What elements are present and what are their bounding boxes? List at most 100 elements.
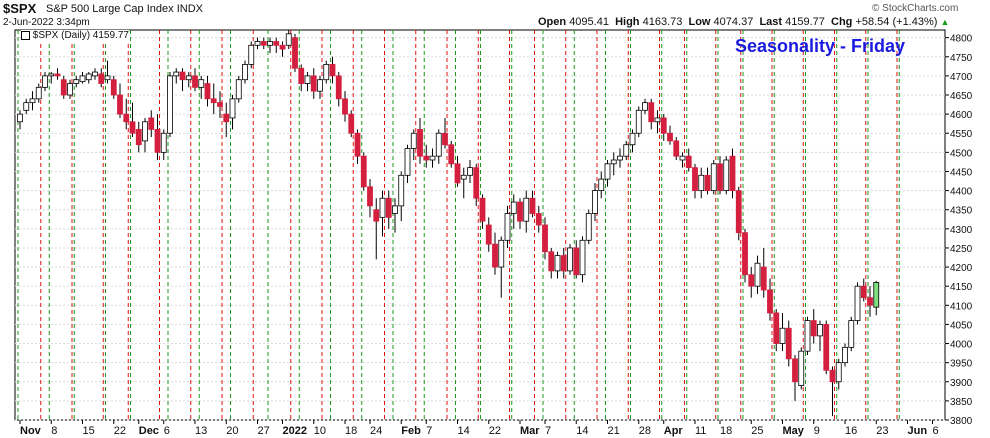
candle-body [610, 159, 617, 165]
candle-body [554, 255, 561, 272]
x-tick-label: 28 [639, 425, 651, 437]
x-tick-label: 22 [489, 425, 501, 437]
x-tick-label: 10 [314, 425, 326, 437]
y-tick-label: 3950 [950, 359, 973, 370]
x-tick-label: 16 [845, 425, 857, 437]
candle-body [860, 285, 867, 299]
candle-body [542, 224, 548, 253]
candle-body [654, 117, 661, 123]
x-tick-label: May [783, 425, 805, 437]
candle-body [848, 320, 855, 348]
candle-body [235, 79, 242, 100]
open-label: Open [538, 16, 567, 28]
security-name: S&P 500 Large Cap Index INDX [46, 3, 203, 15]
candle-body [298, 67, 305, 84]
candle-body [779, 327, 786, 344]
candle-body [429, 155, 436, 161]
candle-body [192, 75, 198, 88]
y-tick-label: 4050 [950, 320, 973, 331]
candle-body [773, 312, 780, 344]
y-tick-label: 4200 [950, 263, 973, 274]
y-tick-label: 4400 [950, 187, 973, 198]
candle-body [873, 281, 880, 308]
candle-body [204, 83, 211, 100]
candle-body [223, 113, 230, 123]
low-value: 4074.37 [713, 16, 754, 28]
candle-body [323, 64, 330, 81]
candle-body [798, 350, 805, 386]
x-tick-label: 20 [226, 425, 238, 437]
x-tick-label: 9 [814, 425, 820, 437]
candle-body [398, 174, 405, 207]
candle-body [54, 73, 61, 77]
candle-body [117, 94, 123, 115]
candle-body [673, 140, 680, 157]
y-tick-label: 4350 [950, 206, 973, 217]
candle-body [592, 190, 598, 214]
x-tick-label: 11 [695, 425, 706, 437]
x-tick-label: Nov [20, 425, 42, 437]
y-tick-label: 4550 [950, 129, 973, 140]
candle-body [729, 155, 736, 191]
x-tick-label: 7 [545, 425, 551, 437]
y-tick-label: 4600 [950, 110, 973, 121]
candle-body [267, 41, 273, 46]
candle-body [485, 224, 492, 245]
x-tick-label: Apr [664, 425, 684, 437]
x-tick-label: 14 [576, 425, 588, 437]
candle-body [567, 247, 573, 272]
high-value: 4163.73 [642, 16, 683, 28]
watermark: © StockCharts.com [872, 3, 959, 14]
candle-body [698, 174, 705, 191]
candle-body [623, 144, 630, 157]
candle-body [579, 239, 586, 276]
candle-body [254, 41, 261, 46]
candle-body [635, 109, 642, 134]
candle-body [817, 324, 823, 337]
candle-body [198, 79, 205, 88]
candle-body [73, 79, 80, 84]
candle-body [492, 243, 498, 268]
quote-bar: Open 4095.41 High 4163.73 Low 4074.37 La… [538, 16, 949, 28]
candle-body [504, 213, 511, 241]
y-tick-label: 4000 [950, 340, 973, 351]
candle-body [842, 346, 848, 364]
candle-body [279, 44, 286, 50]
x-tick-label: 18 [345, 425, 357, 437]
x-tick-label: 18 [720, 425, 732, 437]
candle-body [442, 132, 448, 146]
candle-body [142, 121, 148, 142]
candle-body [92, 71, 98, 77]
y-tick-label: 4700 [950, 72, 973, 83]
candle-body [242, 64, 248, 81]
x-tick-label: 6 [164, 425, 170, 437]
candle-body [42, 75, 48, 88]
x-tick-label: Feb [401, 425, 421, 437]
candle-body [167, 75, 173, 134]
candle-body [373, 209, 380, 222]
candle-body [385, 197, 392, 218]
x-tick-label: 14 [458, 425, 470, 437]
candle-body [98, 73, 105, 84]
candle-body [79, 75, 86, 83]
exchange-label: INDX [176, 3, 203, 15]
candle-body [760, 266, 767, 291]
candle-body [498, 239, 505, 268]
candle-body [667, 132, 673, 142]
legend-swatch-icon [21, 30, 30, 40]
candle-body [692, 167, 698, 191]
y-tick-label: 4500 [950, 148, 973, 159]
legend-text: $SPX (Daily) 4159.77 [32, 30, 129, 41]
x-tick-label: 22 [114, 425, 126, 437]
candle-body [792, 358, 798, 383]
x-tick-label: 13 [195, 425, 207, 437]
x-tick-label: 15 [83, 425, 95, 437]
x-tick-label: 27 [258, 425, 270, 437]
candle-body [185, 75, 192, 81]
candle-body [29, 98, 36, 104]
candle-body [460, 174, 467, 180]
candle-body [110, 79, 117, 96]
x-tick-label: 23 [876, 425, 888, 437]
chart-title: Seasonality - Friday [735, 36, 906, 56]
candle-body [229, 98, 236, 119]
